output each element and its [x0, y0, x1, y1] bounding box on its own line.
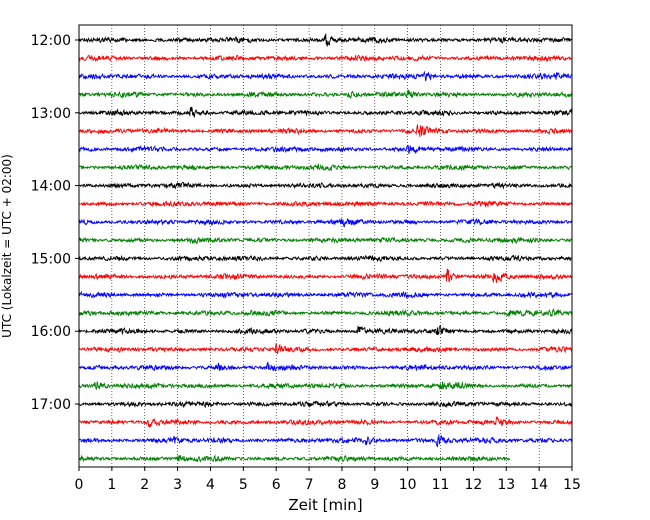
y-tick-label-12:00: 12:00: [31, 33, 71, 49]
x-tick-label-5: 5: [239, 477, 248, 493]
trace-1615: [78, 343, 573, 355]
trace-1245: [78, 89, 573, 99]
y-tick-label-15:00: 15:00: [31, 251, 71, 267]
plot-area: [78, 24, 573, 468]
x-tick-label-3: 3: [173, 477, 182, 493]
trace-1300: [78, 106, 573, 119]
trace-1545: [78, 307, 573, 317]
x-tick-label-12: 12: [464, 477, 482, 493]
trace-1745: [78, 454, 510, 463]
x-tick-label-7: 7: [305, 477, 314, 493]
x-tick-label-2: 2: [140, 477, 149, 493]
y-axis: 12:00 13:00 14:00 15:00 16:00 17:00: [31, 33, 79, 413]
trace-1345: [78, 162, 573, 172]
trace-1230: [78, 70, 573, 82]
traces: [78, 33, 573, 463]
y-tick-label-14:00: 14:00: [31, 179, 71, 195]
y-tick-label-17:00: 17:00: [31, 397, 71, 413]
x-tick-label-14: 14: [530, 477, 548, 493]
trace-1515: [78, 268, 573, 283]
x-tick-label-11: 11: [432, 477, 450, 493]
trace-1500: [78, 254, 573, 263]
trace-1730: [78, 434, 573, 448]
trace-1715: [78, 416, 573, 428]
y-tick-label-13:00: 13:00: [31, 106, 71, 122]
x-tick-label-6: 6: [272, 477, 281, 493]
trace-1530: [78, 290, 573, 300]
x-tick-label-4: 4: [206, 477, 215, 493]
trace-1600: [78, 324, 573, 336]
trace-1430: [78, 218, 573, 228]
x-tick-label-13: 13: [497, 477, 515, 493]
trace-1415: [78, 200, 573, 209]
trace-1215: [78, 54, 573, 63]
trace-1400: [78, 181, 573, 190]
trace-1630: [78, 362, 573, 372]
x-tick-label-9: 9: [370, 477, 379, 493]
grid: [111, 25, 540, 467]
x-axis-label: Zeit [min]: [288, 496, 362, 514]
x-tick-label-15: 15: [563, 477, 581, 493]
x-axis: 0 1 2 3 4 5 6 7 8 9 10 11 12 13 14 15: [75, 467, 581, 493]
plot-frame: [78, 24, 573, 468]
trace-1315: [78, 124, 573, 137]
x-tick-label-1: 1: [107, 477, 116, 493]
y-axis-label: UTC (Lokalzeit = UTC + 02:00): [0, 154, 14, 338]
trace-1200: [78, 33, 573, 47]
x-tick-label-8: 8: [337, 477, 346, 493]
trace-1645: [78, 380, 573, 390]
y-tick-label-16:00: 16:00: [31, 324, 71, 340]
trace-1330: [78, 144, 573, 155]
x-tick-label-0: 0: [75, 477, 84, 493]
trace-1445: [78, 236, 573, 245]
trace-1700: [78, 400, 573, 409]
x-tick-label-10: 10: [399, 477, 417, 493]
